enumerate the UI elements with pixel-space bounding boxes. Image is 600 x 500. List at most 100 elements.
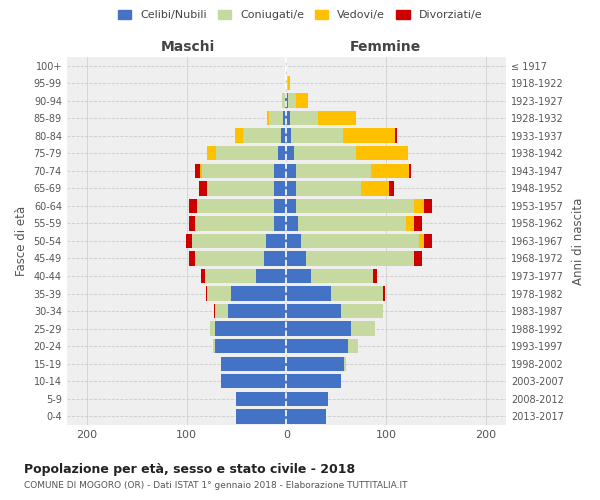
Bar (200, 269, 205, 283)
Bar (295, 146, 356, 160)
Bar (268, 111, 269, 126)
Bar (286, 286, 331, 301)
Bar (286, 392, 328, 406)
Bar (409, 164, 411, 178)
Bar (286, 164, 296, 178)
Bar (236, 409, 286, 424)
Bar (351, 322, 375, 336)
Bar (221, 356, 286, 371)
Bar (289, 94, 296, 108)
Bar (286, 252, 307, 266)
Text: Popolazione per età, sesso e stato civile - 2018: Popolazione per età, sesso e stato civil… (24, 462, 355, 475)
Bar (206, 286, 232, 301)
Bar (256, 269, 286, 283)
Bar (286, 76, 289, 90)
Bar (188, 252, 194, 266)
Bar (419, 234, 424, 248)
Bar (199, 181, 206, 196)
Bar (343, 128, 395, 143)
Bar (301, 234, 419, 248)
Bar (194, 216, 274, 230)
Bar (296, 164, 371, 178)
Bar (212, 339, 215, 353)
Bar (206, 146, 217, 160)
Bar (274, 164, 286, 178)
Bar (286, 216, 298, 230)
Bar (286, 234, 301, 248)
Bar (289, 76, 290, 90)
Bar (232, 286, 286, 301)
Bar (197, 198, 274, 213)
Bar (331, 286, 383, 301)
Bar (185, 234, 191, 248)
Bar (292, 128, 343, 143)
Bar (217, 146, 278, 160)
Bar (286, 409, 326, 424)
Bar (296, 94, 308, 108)
Bar (286, 374, 341, 388)
Bar (406, 216, 414, 230)
Bar (290, 111, 318, 126)
Bar (361, 181, 389, 196)
Bar (235, 128, 244, 143)
Bar (283, 111, 286, 126)
Bar (341, 304, 383, 318)
Bar (281, 128, 286, 143)
Bar (209, 322, 215, 336)
Bar (274, 198, 286, 213)
Bar (244, 128, 281, 143)
Bar (215, 339, 286, 353)
Bar (307, 252, 414, 266)
Bar (348, 339, 358, 353)
Y-axis label: Anni di nascita: Anni di nascita (572, 198, 585, 284)
Bar (194, 164, 200, 178)
Bar (215, 322, 286, 336)
Bar (371, 164, 409, 178)
Bar (229, 304, 286, 318)
Bar (424, 198, 432, 213)
Bar (311, 269, 373, 283)
Text: Femmine: Femmine (350, 40, 421, 54)
Bar (206, 181, 274, 196)
Bar (395, 128, 397, 143)
Bar (356, 146, 408, 160)
Text: COMUNE DI MOGORO (OR) - Dati ISTAT 1° gennaio 2018 - Elaborazione TUTTITALIA.IT: COMUNE DI MOGORO (OR) - Dati ISTAT 1° ge… (24, 481, 407, 490)
Bar (194, 252, 265, 266)
Bar (296, 181, 361, 196)
Bar (373, 269, 377, 283)
Bar (236, 392, 286, 406)
Bar (205, 269, 256, 283)
Bar (202, 164, 274, 178)
Bar (274, 216, 286, 230)
Bar (414, 252, 422, 266)
Bar (296, 198, 414, 213)
Bar (286, 128, 292, 143)
Bar (286, 146, 295, 160)
Bar (414, 216, 422, 230)
Bar (414, 198, 424, 213)
Bar (188, 216, 194, 230)
Bar (424, 234, 432, 248)
Bar (286, 111, 290, 126)
Y-axis label: Fasce di età: Fasce di età (15, 206, 28, 276)
Bar (389, 181, 394, 196)
Bar (318, 111, 356, 126)
Bar (286, 356, 344, 371)
Bar (266, 234, 286, 248)
Bar (200, 164, 202, 178)
Bar (221, 374, 286, 388)
Bar (269, 111, 283, 126)
Bar (286, 339, 348, 353)
Bar (286, 304, 341, 318)
Bar (298, 216, 406, 230)
Bar (278, 146, 286, 160)
Bar (286, 181, 296, 196)
Legend: Celibi/Nubili, Coniugati/e, Vedovi/e, Divorziati/e: Celibi/Nubili, Coniugati/e, Vedovi/e, Di… (113, 6, 487, 25)
Bar (344, 356, 346, 371)
Bar (283, 94, 286, 108)
Bar (188, 198, 197, 213)
Bar (214, 304, 215, 318)
Bar (274, 181, 286, 196)
Text: Maschi: Maschi (160, 40, 215, 54)
Bar (286, 322, 351, 336)
